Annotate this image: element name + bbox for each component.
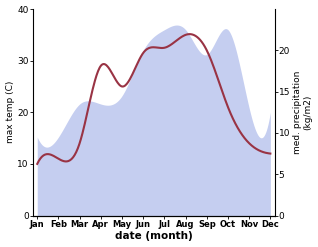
Y-axis label: max temp (C): max temp (C) (5, 81, 15, 144)
Y-axis label: med. precipitation
(kg/m2): med. precipitation (kg/m2) (293, 71, 313, 154)
X-axis label: date (month): date (month) (115, 231, 193, 242)
